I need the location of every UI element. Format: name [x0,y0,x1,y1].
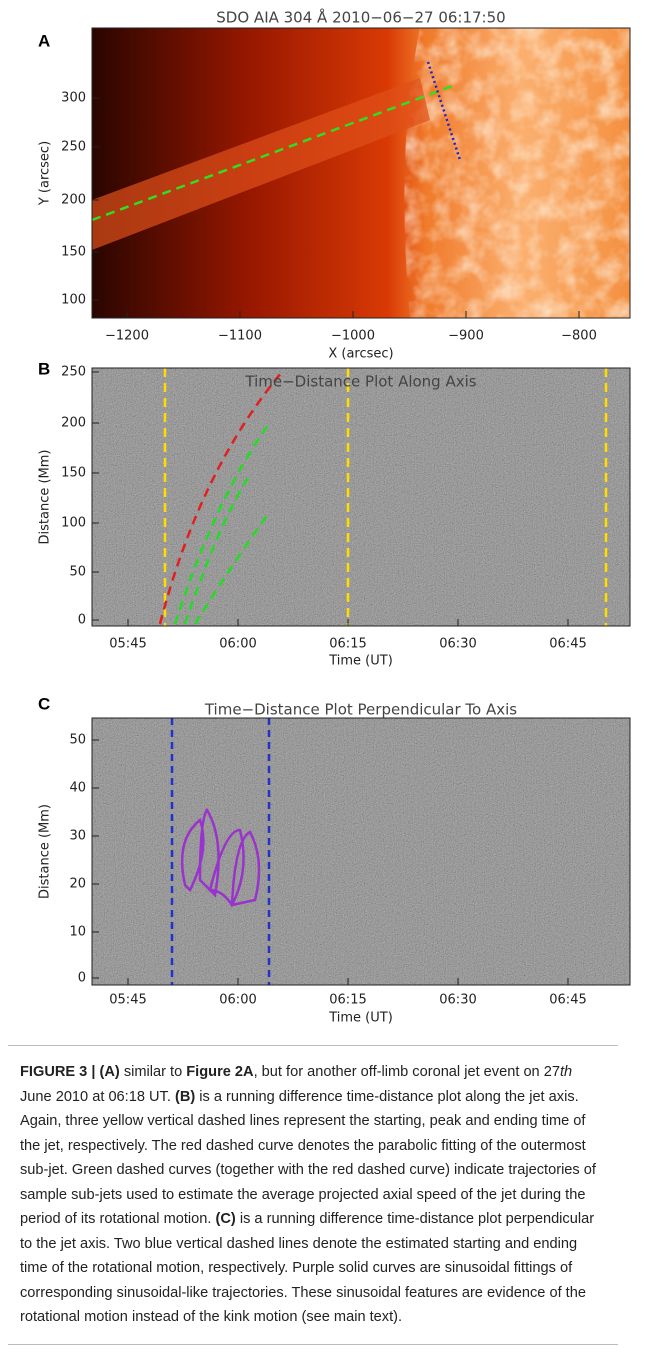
x-axis-label: Time (UT) [328,654,393,669]
y-tick-label: 10 [69,925,86,940]
panel-b-image [91,367,631,627]
caption-text: is a running difference time-distance pl… [20,1088,596,1228]
x-axis-label: X (arcsec) [328,347,393,362]
panel-letter: B [38,359,50,378]
caption-text: similar to [119,1064,187,1080]
caption-italic: th [559,1064,573,1080]
y-tick-label: 20 [69,877,86,892]
y-tick-label: 200 [61,416,86,431]
y-axis-label: Y (arcsec) [38,141,53,206]
y-tick-label: 40 [69,781,86,796]
x-tick-label: −800 [561,329,597,344]
panel-a-image [91,27,631,319]
x-tick-label: 06:00 [219,637,256,652]
y-tick-label: 250 [61,365,86,380]
x-tick-label: −900 [448,329,484,344]
x-tick-label: 06:30 [439,993,476,1008]
y-tick-label: 300 [61,91,86,106]
caption-bold: FIGURE 3 | (A) [20,1064,120,1080]
y-tick-label: 100 [61,516,86,531]
y-tick-label: 150 [61,466,86,481]
caption-text: June 2010 at 06:18 UT. [20,1088,175,1105]
panel-letter: A [38,31,50,50]
x-tick-label: 06:45 [549,993,586,1008]
panel-c-image [91,717,631,986]
y-tick-label: 0 [78,613,86,628]
x-tick-label: −1200 [105,329,149,344]
x-axis-label: Time (UT) [328,1011,393,1026]
x-tick-label: 05:45 [109,637,146,652]
y-tick-label: 50 [69,733,86,748]
x-tick-label: 06:45 [549,637,586,652]
caption-text: , but for another off-limb coronal jet e… [253,1064,560,1080]
panel-letter: C [38,694,50,713]
x-tick-label: 06:00 [219,993,256,1008]
y-tick-label: 250 [61,140,86,155]
x-tick-label: −1000 [331,329,375,344]
y-tick-label: 200 [61,193,86,208]
y-tick-label: 0 [78,971,86,986]
caption-bold: Figure 2A [186,1064,254,1080]
caption: FIGURE 3 | (A) similar to Figure 2A, but… [8,1045,618,1345]
y-tick-label: 30 [69,829,86,844]
panel-title: Time−Distance Plot Along Axis [244,373,476,391]
panel-title: Time−Distance Plot Perpendicular To Axis [204,701,517,719]
panel-title: SDO AIA 304 Å 2010−06−27 06:17:50 [216,8,505,27]
x-tick-label: 06:15 [329,637,366,652]
caption-text: is a running difference time-distance pl… [20,1211,595,1325]
y-axis-label: Distance (Mm) [38,450,53,545]
y-tick-label: 50 [69,565,86,580]
x-tick-label: 06:30 [439,637,476,652]
y-axis-label: Distance (Mm) [38,804,53,899]
x-tick-label: 05:45 [109,993,146,1008]
caption-bold: (B) [174,1088,196,1105]
x-tick-label: 06:15 [329,993,366,1008]
y-tick-label: 100 [61,293,86,308]
x-tick-label: −1100 [218,329,262,344]
y-tick-label: 150 [61,245,86,260]
figure: A SDO AIA 304 Å 2010−06−27 06:17:50 Y (arc… [38,8,631,1026]
caption-bold: (C) [215,1211,236,1227]
